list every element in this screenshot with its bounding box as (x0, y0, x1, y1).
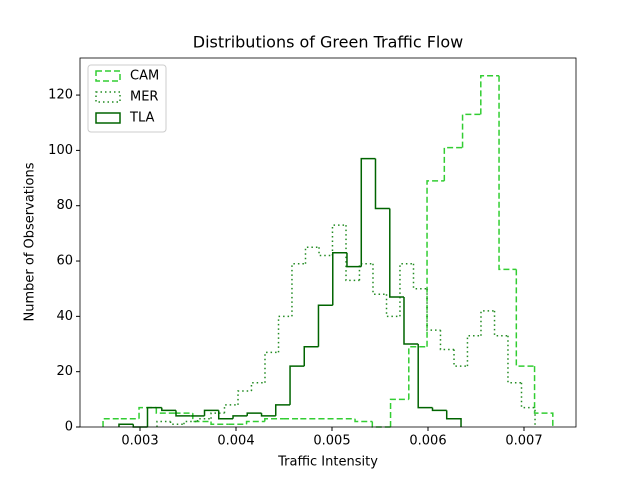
histogram-bin (161, 407, 176, 412)
legend-swatch (95, 91, 121, 103)
legend-label: TLA (129, 111, 154, 126)
histogram-bin (155, 407, 175, 414)
histogram-bin (146, 406, 162, 427)
histogram-bin (175, 410, 191, 417)
histogram-bin (346, 252, 362, 268)
histogram-bin (461, 113, 481, 148)
plot-frame (79, 57, 577, 428)
histogram-bin (445, 410, 462, 427)
histogram-bin (237, 390, 252, 405)
histogram-bin (260, 413, 276, 417)
histogram-bin (389, 398, 409, 427)
y-axis-label: Number of Observations (23, 162, 38, 321)
histogram-bin (183, 420, 198, 425)
histogram-bin (289, 365, 305, 405)
histogram-bin (345, 225, 360, 282)
histogram-bin (360, 157, 376, 267)
y-tick-label: 0 (65, 420, 73, 435)
histogram-bin (431, 407, 447, 412)
histogram-bin (426, 180, 445, 347)
y-tick-label: 100 (48, 143, 73, 158)
histogram-bin (277, 315, 292, 353)
x-tick-label: 0.004 (217, 434, 254, 449)
histogram-bin (304, 246, 320, 264)
histogram-bin (192, 413, 212, 423)
histogram-bin (264, 417, 284, 422)
histogram-bin (331, 224, 347, 256)
histogram-bin (426, 288, 441, 331)
histogram-bin (318, 247, 333, 257)
histogram-bin (515, 269, 535, 367)
x-tick-label: 0.007 (505, 434, 542, 449)
histogram-bin (358, 263, 373, 281)
histogram-bin (480, 74, 500, 115)
x-axis-label: Traffic Intensity (277, 455, 378, 470)
histogram-bin (533, 366, 554, 427)
histogram-bin (507, 335, 522, 384)
histogram-bin (232, 415, 248, 419)
histogram-bin (443, 146, 463, 181)
histogram-bin (303, 346, 319, 367)
y-tick-label: 20 (56, 364, 73, 379)
histogram-bin (389, 208, 404, 298)
histogram-bin (169, 421, 184, 425)
histogram-bin (264, 351, 279, 383)
histogram-bin (371, 421, 391, 428)
legend-swatch (95, 112, 121, 124)
legend-label: MER (130, 90, 158, 105)
histogram-bin (132, 424, 148, 428)
x-tick-label: 0.005 (313, 434, 350, 449)
x-tick-label: 0.003 (121, 434, 158, 449)
histogram-bin (412, 263, 428, 290)
x-tick-label: 0.006 (409, 434, 446, 449)
legend-swatch (95, 70, 121, 82)
y-tick-label: 60 (56, 254, 73, 269)
histogram-bin (217, 410, 234, 420)
histogram-bin (118, 423, 134, 427)
histogram-bin (403, 296, 419, 345)
histogram-bin (520, 382, 536, 427)
histogram-bin (399, 263, 414, 317)
histogram-bin (274, 404, 291, 416)
histogram-bin (372, 263, 387, 295)
histogram-bin (196, 417, 212, 422)
histogram-bin (498, 75, 517, 271)
histogram-bin (439, 330, 455, 351)
histogram-bin (245, 420, 265, 425)
histogram-bin (408, 346, 428, 400)
histogram-bin (317, 304, 333, 347)
histogram-bin (332, 251, 347, 306)
histogram-bin (156, 420, 171, 427)
histogram-bin (493, 310, 508, 337)
histogram-bin (466, 334, 481, 367)
histogram-bin (374, 158, 390, 210)
histogram-bin (250, 381, 265, 392)
histogram-bin (210, 412, 225, 419)
histogram-bin (453, 349, 468, 367)
y-tick-label: 120 (48, 88, 73, 103)
histogram-bin (417, 344, 433, 409)
histogram-bin (203, 409, 219, 416)
legend-label: CAM (130, 69, 159, 84)
histogram-bin (246, 412, 262, 416)
histogram-bin (291, 263, 306, 317)
y-tick-label: 40 (56, 309, 73, 324)
chart-title: Distributions of Green Traffic Flow (193, 33, 464, 52)
y-tick-label: 80 (56, 198, 73, 213)
histogram-bin (480, 310, 495, 336)
histogram-bin (210, 421, 229, 425)
histogram-bin (102, 417, 121, 427)
histogram-bin (354, 418, 373, 423)
histogram-bin (223, 404, 239, 414)
